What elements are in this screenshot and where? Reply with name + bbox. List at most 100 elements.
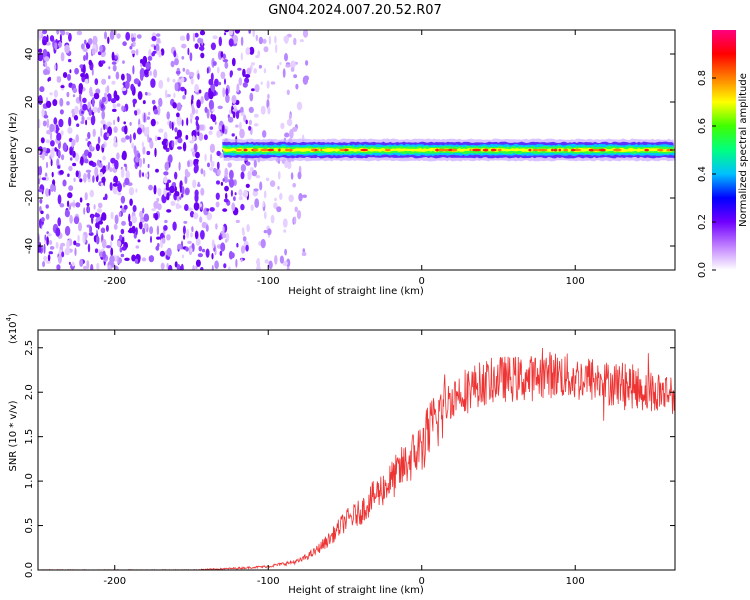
signal-peak [235,148,242,152]
noise-blob [120,137,126,143]
noise-blob [176,112,180,118]
noise-blob [198,89,202,94]
noise-blob [66,101,70,106]
noise-blob [256,264,261,270]
noise-blob [179,35,186,41]
noise-blob [235,258,238,268]
noise-blob [142,100,146,105]
noise-blob [238,196,243,201]
noise-blob [221,124,225,134]
noise-blob [194,193,199,203]
noise-blob [240,245,246,254]
noise-blob [192,265,195,270]
noise-blob [286,89,290,96]
noise-blob [269,180,276,188]
noise-blob [146,92,152,96]
noise-blob [210,153,213,163]
noise-blob [209,143,215,153]
noise-blob [289,129,294,139]
noise-blob [155,168,159,173]
signal-peak [435,148,439,152]
colorbar-bar [712,30,736,270]
noise-blob [41,108,45,118]
noise-blob [149,226,154,235]
noise-blob [192,32,196,43]
noise-blob [242,68,246,78]
noise-blob [173,50,177,58]
noise-blob [132,99,136,108]
noise-blob [181,77,185,83]
signal-peak [532,148,539,152]
noise-blob [204,91,210,101]
noise-blob [48,188,51,196]
noise-blob [58,118,64,128]
noise-blob [200,267,204,270]
noise-blob [100,127,103,137]
noise-blob [121,150,127,161]
noise-blob [79,99,83,109]
noise-blob [42,30,48,35]
noise-blob [238,188,243,197]
figure-title: GN04.2024.007.20.52.R07 [268,3,442,18]
noise-blob [101,103,104,109]
noise-blob [109,240,113,248]
noise-blob [177,79,183,83]
noise-blob [211,239,215,249]
noise-blob [259,181,263,191]
noise-blob [128,221,133,227]
noise-blob [100,227,106,234]
signal-peak [528,148,532,152]
noise-blob [235,110,240,120]
noise-blob [153,69,158,78]
noise-blob [166,234,171,241]
noise-blob [154,212,159,221]
noise-blob [290,172,294,180]
snr-xlabel: Height of straight line (km) [288,585,424,596]
noise-blob [228,250,234,260]
signal-peak [451,148,457,152]
noise-blob [73,216,80,225]
noise-blob [56,264,61,270]
noise-blob [43,68,49,76]
noise-blob [116,103,121,107]
noise-blob [270,214,275,224]
noise-blob [174,261,178,268]
noise-blob [203,134,208,141]
noise-blob [177,243,182,250]
noise-blob [218,36,222,47]
noise-blob [89,225,93,234]
noise-blob [185,171,191,178]
noise-blob [286,266,290,270]
noise-blob [240,106,244,113]
noise-blob [125,170,130,180]
noise-blob [275,44,278,54]
noise-blob [274,197,277,202]
noise-blob [147,111,151,116]
noise-blob [182,67,186,72]
noise-blob [38,178,41,185]
y-tick-label: 1.5 [24,429,35,445]
noise-blob [205,248,210,258]
noise-blob [231,57,236,67]
noise-blob [74,152,80,162]
noise-blob [232,108,238,112]
noise-blob [53,89,59,98]
noise-blob [87,243,91,253]
noise-blob [260,81,263,85]
noise-blob [253,188,259,192]
noise-blob [194,32,199,38]
noise-blob [72,88,78,94]
spectrogram-ylabel: Frequency (Hz) [8,112,19,188]
noise-blob [48,251,53,255]
colorbar-tick-label: 0.0 [697,262,708,278]
noise-blob [93,204,96,210]
noise-blob [92,175,95,183]
noise-blob [81,115,85,122]
noise-blob [246,67,252,75]
noise-blob [182,95,186,100]
noise-blob [179,196,182,200]
noise-blob [56,30,60,35]
noise-blob [154,135,158,142]
noise-blob [284,132,290,138]
